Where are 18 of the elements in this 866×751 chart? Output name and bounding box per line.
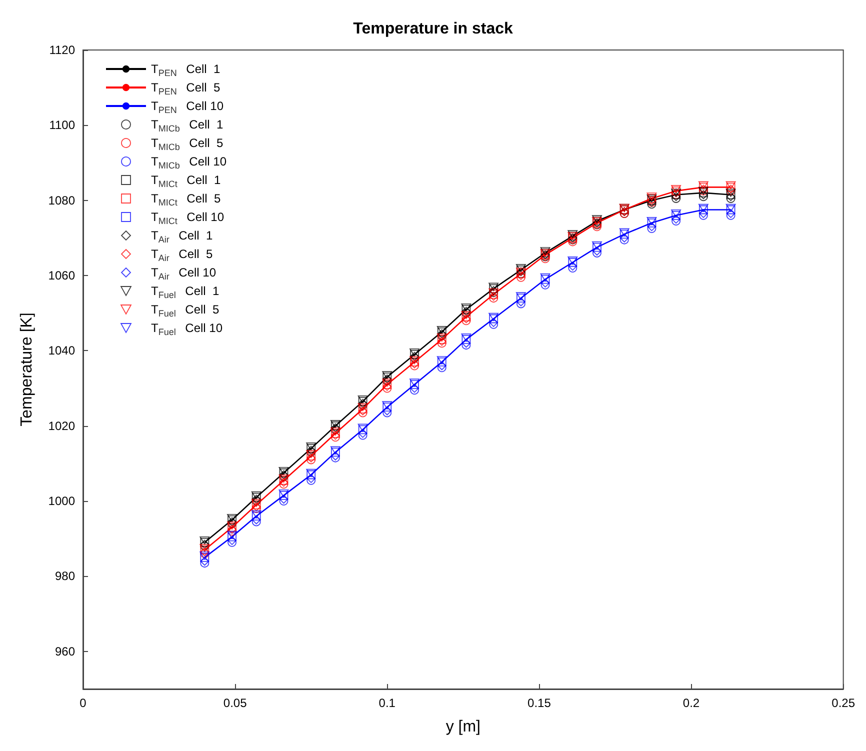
y-tick-label: 1000 (48, 494, 76, 508)
x-tick-label: 0.25 (832, 696, 856, 710)
x-axis-title: y [m] (446, 718, 480, 736)
y-tick-label: 1100 (49, 118, 76, 132)
x-tick-label: 0.2 (682, 696, 700, 710)
y-tick-label: 1060 (48, 268, 76, 283)
x-tick-label: 0.1 (378, 696, 396, 710)
x-tick-label: 0.05 (223, 696, 248, 710)
chart-title: Temperature in stack (353, 20, 513, 38)
x-tick-label: 0.15 (528, 696, 552, 710)
y-tick-label: 1020 (48, 418, 76, 433)
y-tick-label: 1080 (48, 193, 76, 208)
y-tick-label: 980 (54, 569, 76, 584)
y-tick-label: 1120 (49, 43, 76, 57)
y-tick-label: 960 (54, 644, 76, 658)
y-axis-title: Temperature [K] (18, 312, 36, 426)
x-tick-label: 0 (80, 696, 87, 710)
y-tick-label: 1040 (48, 344, 76, 358)
